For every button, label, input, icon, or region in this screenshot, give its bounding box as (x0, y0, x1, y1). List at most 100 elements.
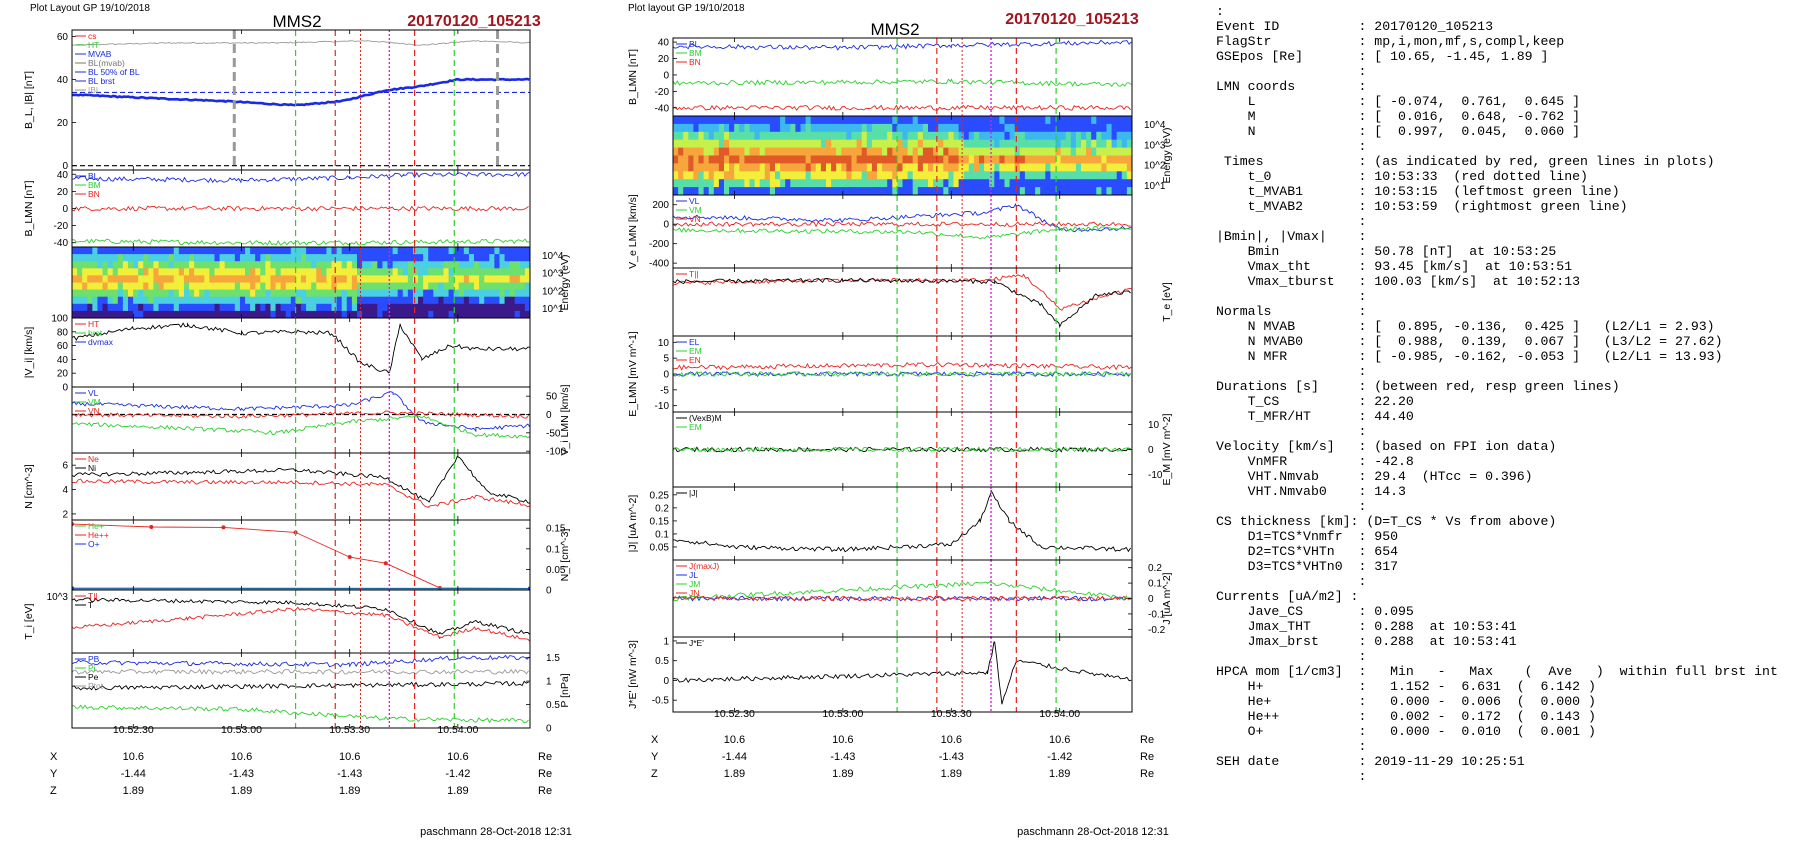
info-line: Velocity [km/s] : (based on FPI ion data… (1216, 439, 1557, 454)
panel-mid-em: 10 0 -10E_M [mV m^-2] (VexB)MEM (672, 411, 1173, 488)
legend-label-left-hpca-0: He+ (88, 521, 104, 531)
ytick-label-left-hpca-1: 0.05 (546, 565, 566, 576)
point-left-hpca-he-5 (383, 561, 388, 566)
ephem-value-left-z-0: 1.89 (123, 785, 144, 797)
series-left-p-pi (72, 704, 529, 724)
series-mid-em-em (673, 446, 1131, 453)
legend-label-left-hpca-1: He++ (88, 530, 109, 540)
info-line: N MFR : [ -0.985, -0.162, -0.053 ] (L2/L… (1216, 349, 1723, 364)
ylabel-left-vlmn: V_i LMN [km/s] (559, 384, 571, 455)
series-left-blmn-bm (72, 238, 530, 246)
legend-label-mid-blmn-0: BL (689, 39, 700, 49)
ytick-label-mid-je-0: 1 (663, 636, 669, 647)
info-line: N MVAB : [ 0.895, -0.136, 0.425 ] (L2/L1… (1216, 319, 1715, 334)
ytick-label-mid-em-1: 0 (1148, 445, 1154, 456)
info-line: GSEpos [Re] : [ 10.65, -1.45, 1.89 ] (1216, 49, 1549, 64)
ytick-label-mid-em-0: 10 (1148, 420, 1160, 431)
ephem-value-left-y-3: -1.42 (445, 768, 470, 780)
ephem-label-mid-z: Z (651, 768, 658, 780)
legend-label-mid-blmn-1: BM (689, 48, 702, 58)
series-left-hpca-he (72, 587, 530, 589)
frame-mid-te (672, 267, 1133, 337)
xtick-label-mid-3: 10:54:00 (1039, 708, 1080, 720)
ytick-label-left-b-2: 40 (57, 75, 69, 86)
ytick-label-mid-blmn-3: -20 (655, 87, 670, 98)
info-line: Event ID : 20170120_105213 (1216, 19, 1493, 34)
spectrogram-left-spec (72, 247, 530, 318)
ylabel-left-b: B_L, |B| [nT] (23, 71, 35, 129)
ytick-label-left-vi-0: 0 (62, 383, 68, 394)
ylabel-mid-spec: Energy (eV) (1161, 127, 1173, 183)
ytick-label-left-vlmn-2: -50 (546, 428, 561, 439)
ephem-value-left-y-1: -1.43 (229, 768, 254, 780)
legend-label-left-n-1: Ni (88, 463, 96, 473)
left-layout-label: Plot Layout GP 19/10/2018 (30, 3, 150, 14)
xtick-label-mid-2: 10:53:30 (931, 708, 972, 720)
ylabel-mid-ve: V_e LMN [km/s] (627, 194, 639, 269)
legend-label-mid-blmn-2: BN (689, 57, 701, 67)
info-line: Vmax_tburst : 100.03 [km/s] at 10:52:13 (1216, 274, 1581, 289)
frame-mid-ve (672, 194, 1133, 269)
panel-left-ti: 10^3 T_i [eV] T||T (23, 589, 531, 654)
ephem-value-mid-y-1: -1.43 (830, 751, 855, 763)
ylabel-left-hpca: N_i [cm^-3] (559, 529, 571, 582)
ephem-value-left-x-0: 10.6 (123, 751, 144, 763)
legend-label-left-vi-0: HT (88, 319, 99, 329)
series-left-b-b (72, 40, 530, 46)
legend-label-left-vlmn-2: VN (88, 406, 100, 416)
series-left-p-pe (72, 680, 529, 691)
frame-left-b (71, 29, 531, 171)
ytick-label-mid-je-3: -0.5 (652, 696, 670, 707)
legend-label-left-b-3: BL(mvab) (88, 58, 125, 68)
xtick-label-left-0: 10:52:30 (113, 724, 154, 736)
ytick-label-mid-je-2: 0 (663, 676, 669, 687)
ytick-label-left-n-1: 4 (62, 485, 68, 496)
frame-left-blmn (71, 169, 531, 248)
info-line: Durations [s] : (between red, resp green… (1216, 379, 1620, 394)
legend-label-mid-e-1: EM (689, 346, 702, 356)
series-left-vi-vi (72, 322, 530, 374)
ytick-label-mid-spec-2: 10^2 (1144, 161, 1166, 172)
info-line: : (1216, 139, 1367, 154)
ytick-label-left-spec-3: 10^1 (542, 304, 564, 315)
ephem-value-left-x-1: 10.6 (231, 751, 252, 763)
info-line: VHT.Nmvab0 : 14.3 (1216, 484, 1406, 499)
ytick-label-mid-e-4: -10 (655, 401, 670, 412)
xtick-label-mid-1: 10:53:00 (822, 708, 863, 720)
series-mid-jlmn-jn (673, 595, 1131, 602)
series-left-n-ni (72, 456, 530, 504)
ephem-value-left-y-0: -1.44 (121, 768, 146, 780)
info-line: t_MVAB1 : 10:53:15 (leftmost green line) (1216, 184, 1620, 199)
ytick-label-mid-ve-1: 0 (663, 220, 669, 231)
ephem-value-mid-x-1: 10.6 (832, 734, 853, 746)
ytick-label-mid-jlmn-3: -0.1 (1148, 609, 1166, 620)
series-left-vlmn-vm (72, 415, 530, 439)
ytick-label-mid-j-4: 0.25 (650, 490, 670, 501)
series-mid-je-je (673, 641, 1132, 705)
ephem-value-mid-y-3: -1.42 (1047, 751, 1072, 763)
info-line: FlagStr : mp,i,mon,mf,s,compl,keep (1216, 34, 1565, 49)
xtick-label-left-2: 10:53:30 (329, 724, 370, 736)
legend-label-left-blmn-2: BN (88, 189, 100, 199)
ytick-label-left-p-0: 0 (546, 724, 552, 735)
ytick-label-left-b-3: 60 (57, 32, 69, 43)
legend-label-mid-em-0: (VexB)M (689, 413, 722, 423)
ephem-label-left-y: Y (50, 768, 58, 780)
mid-layout-label: Plot layout GP 19/10/2018 (628, 3, 745, 14)
point-left-hpca-he-2 (221, 525, 226, 530)
ytick-label-left-vlmn-3: -100 (546, 447, 566, 458)
info-line: D2=TCS*VHTn : 654 (1216, 544, 1399, 559)
ytick-label-left-n-2: 6 (62, 461, 68, 472)
series-left-blmn-bl (72, 171, 530, 184)
ytick-label-mid-ve-3: -400 (649, 259, 669, 270)
legend-label-left-p-1: Pi (88, 663, 96, 673)
info-line: : (1216, 289, 1367, 304)
legend-label-left-b-5: BL brst (88, 76, 115, 86)
ytick-label-left-p-1: 0.5 (546, 700, 560, 711)
